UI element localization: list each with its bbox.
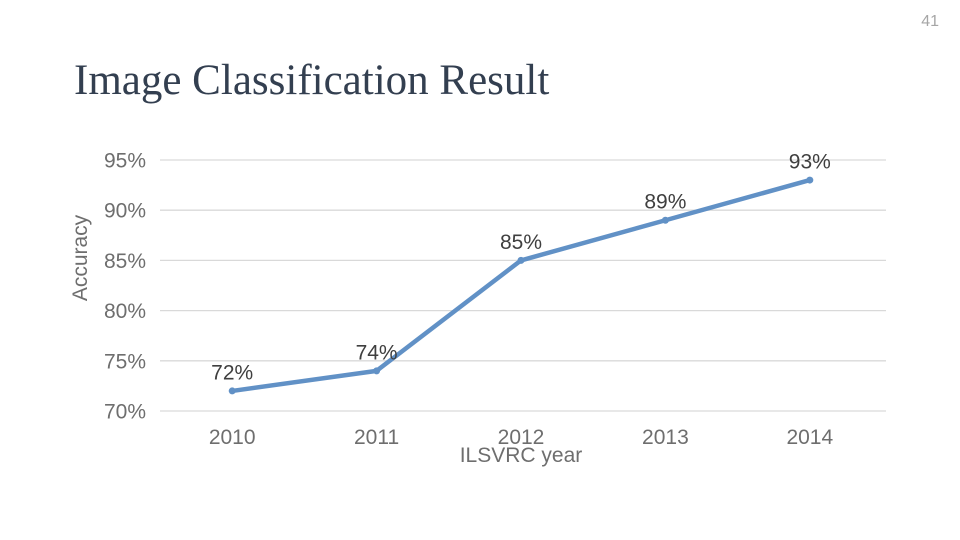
y-axis-title: Accuracy xyxy=(69,214,92,301)
x-tick-label: 2014 xyxy=(786,426,833,449)
x-tick-label: 2012 xyxy=(498,426,545,449)
data-point-label: 93% xyxy=(789,151,831,174)
data-point-marker xyxy=(373,367,381,375)
x-tick-label: 2011 xyxy=(354,426,399,449)
data-point-marker xyxy=(228,387,236,395)
data-point-label: 72% xyxy=(211,361,253,384)
slide-title: Image Classification Result xyxy=(74,57,550,104)
x-axis-title: ILSVRC year xyxy=(460,444,583,467)
data-point-marker xyxy=(661,216,669,224)
x-tick-label: 2010 xyxy=(209,426,256,449)
page-number: 41 xyxy=(921,13,939,30)
x-tick-label: 2013 xyxy=(642,426,689,449)
data-point-label: 85% xyxy=(500,231,542,254)
data-point-label: 89% xyxy=(644,191,686,214)
y-tick-label: 80% xyxy=(104,300,146,323)
series-line xyxy=(229,177,813,394)
y-tick-label: 90% xyxy=(104,200,146,223)
data-point-marker xyxy=(806,176,814,184)
data-point-marker xyxy=(517,256,525,264)
y-tick-label: 70% xyxy=(104,401,146,424)
data-point-label: 74% xyxy=(356,341,398,364)
y-tick-label: 75% xyxy=(104,350,146,373)
y-tick-label: 95% xyxy=(104,150,146,173)
y-tick-label: 85% xyxy=(104,250,146,273)
